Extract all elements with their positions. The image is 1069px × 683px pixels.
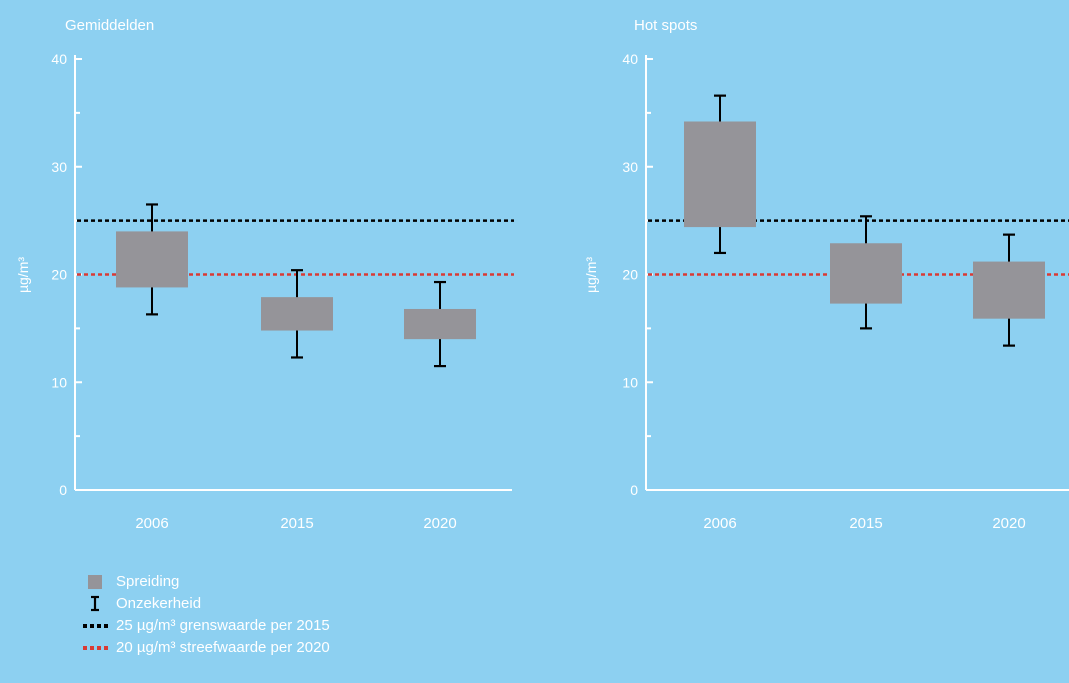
red-dotted-line-icon — [82, 637, 116, 659]
y-tick-label: 20 — [51, 267, 67, 283]
y-tick-label: 10 — [51, 374, 67, 390]
x-tick-label: 2020 — [992, 515, 1025, 532]
spreiding-box — [973, 261, 1045, 319]
chart-gemiddelden: Gemiddelden µg/m³ 0 10 20 30 40 2006 2015 2020 — [15, 17, 514, 532]
legend-item-onzekerheid: Onzekerheid — [82, 593, 330, 615]
grey-square-icon — [82, 571, 116, 593]
legend: Spreiding Onzekerheid 25 µg/m³ grenswaar… — [82, 571, 330, 659]
spreiding-box — [830, 243, 902, 304]
x-tick-label: 2015 — [280, 515, 313, 532]
x-tick-label: 2006 — [135, 515, 168, 532]
legend-label-streefwaarde: 20 µg/m³ streefwaarde per 2020 — [116, 639, 330, 656]
y-tick-label: 0 — [59, 482, 67, 498]
x-tick-label: 2006 — [703, 515, 736, 532]
y-tick-label: 20 — [622, 267, 638, 283]
legend-item-streefwaarde: 20 µg/m³ streefwaarde per 2020 — [82, 637, 330, 659]
spreiding-box — [404, 308, 476, 340]
y-tick-label: 0 — [630, 482, 638, 498]
legend-item-grenswaarde: 25 µg/m³ grenswaarde per 2015 — [82, 615, 330, 637]
x-tick-label: 2015 — [849, 515, 882, 532]
chart-title: Gemiddelden — [65, 17, 154, 34]
legend-label-spreiding: Spreiding — [116, 573, 180, 590]
spreiding-box — [261, 297, 333, 331]
x-tick-label: 2020 — [423, 515, 456, 532]
y-tick-label: 30 — [622, 159, 638, 175]
y-tick-label: 30 — [51, 159, 67, 175]
spreiding-box — [116, 231, 188, 288]
chart-title: Hot spots — [634, 17, 697, 34]
chart-hot-spots: Hot spots µg/m³ 0 10 20 30 40 2006 2015 2020 — [583, 17, 1069, 532]
black-dotted-line-icon — [82, 615, 116, 637]
legend-label-onzekerheid: Onzekerheid — [116, 595, 202, 612]
y-tick-label: 10 — [622, 374, 638, 390]
y-tick-label: 40 — [622, 51, 638, 67]
y-tick-label: 40 — [51, 51, 67, 67]
legend-item-spreiding: Spreiding — [82, 571, 330, 593]
spreiding-box — [684, 121, 756, 228]
error-bar-icon — [82, 593, 116, 615]
y-axis-label: µg/m³ — [15, 257, 31, 293]
y-axis-label: µg/m³ — [583, 257, 599, 293]
legend-label-grenswaarde: 25 µg/m³ grenswaarde per 2015 — [116, 617, 330, 634]
